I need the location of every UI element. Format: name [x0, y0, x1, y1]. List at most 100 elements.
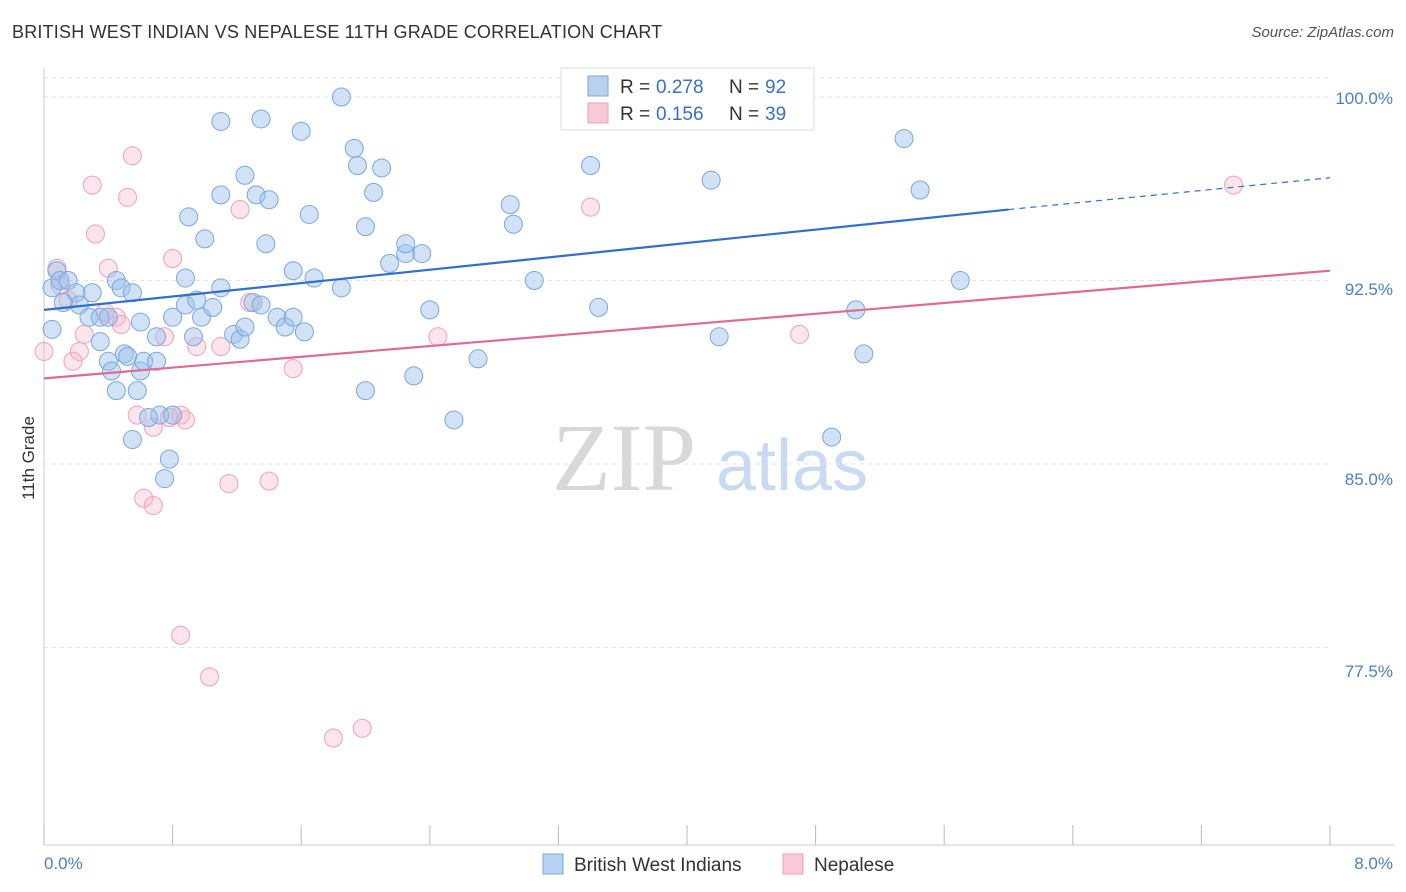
nepalese-point-35 [428, 327, 448, 347]
nepalese-point-18 [143, 417, 163, 437]
legend-n-label-blue: N = [729, 77, 759, 98]
bwi-point-83 [822, 427, 842, 447]
bwi-point-7 [79, 307, 99, 327]
bwi-point-53 [235, 165, 255, 185]
bwi-point-55 [259, 190, 279, 210]
nepalese-point-26 [200, 667, 220, 687]
bwi-point-87 [910, 180, 930, 200]
bwi-point-86 [894, 129, 914, 149]
bwi-point-2 [50, 271, 70, 290]
bwi-point-13 [130, 312, 150, 332]
bwi-point-29 [138, 408, 158, 428]
nepalese-point-21 [163, 248, 183, 268]
bwi-point-81 [701, 170, 721, 190]
nepalese-point-16 [134, 488, 154, 508]
bwi-point-69 [396, 234, 416, 254]
bwi-point-48 [304, 268, 324, 288]
x-tick-label-max: 8.0% [1354, 854, 1393, 873]
bwi-point-56 [256, 234, 276, 254]
chart-title: BRITISH WEST INDIAN VS NEPALESE 11TH GRA… [12, 22, 663, 42]
bwi-point-40 [235, 317, 255, 337]
bwi-point-73 [356, 381, 375, 401]
bwi-point-19 [118, 346, 138, 366]
legend-n-value-pink: 39 [765, 104, 786, 125]
bwi-point-45 [283, 307, 303, 327]
bwi-point-60 [291, 121, 311, 141]
bwi-point-22 [147, 351, 167, 371]
bwi-point-63 [347, 156, 367, 176]
bwi-point-74 [444, 410, 464, 430]
bottom-legend-label-blue: British West Indians [574, 855, 742, 876]
bwi-point-58 [211, 111, 231, 131]
bwi-point-82 [709, 327, 729, 347]
nepalese-point-5 [69, 341, 89, 361]
bwi-point-75 [468, 349, 488, 369]
bwi-point-78 [524, 271, 544, 290]
british-west-indians-points [42, 87, 970, 489]
bwi-point-23 [127, 381, 147, 401]
bwi-point-65 [372, 158, 392, 178]
bwi-point-34 [183, 327, 203, 347]
nepalese-point-37 [790, 324, 810, 344]
nepalese-point-29 [230, 200, 250, 220]
bwi-point-11 [111, 278, 131, 298]
legend-n-label-pink: N = [729, 104, 759, 125]
legend-swatch-blue [587, 75, 609, 97]
nepalese-point-27 [211, 337, 231, 357]
bwi-point-80 [589, 297, 609, 317]
bwi-point-62 [344, 138, 364, 158]
bwi-point-14 [147, 327, 167, 347]
bwi-point-47 [283, 261, 303, 281]
nepalese-point-13 [118, 187, 138, 207]
nepalese-point-15 [127, 405, 147, 425]
top-legend: R = 0.278 N = 92 R = 0.156 N = 39 [560, 67, 815, 131]
bottom-legend: British West Indians Nepalese [542, 853, 894, 876]
y-tick-label-100: 100.0% [1335, 89, 1393, 108]
nepalese-point-23 [175, 410, 195, 430]
bwi-point-41 [243, 293, 263, 313]
bwi-point-72 [404, 366, 424, 386]
x-tick-label-min: 0.0% [44, 854, 83, 873]
nepalese-point-38 [1224, 175, 1244, 195]
nepalese-point-36 [581, 197, 601, 217]
bottom-legend-swatch-pink [782, 853, 804, 875]
bwi-point-36 [203, 297, 223, 317]
legend-r-value-blue: 0.278 [656, 77, 704, 98]
bwi-point-28 [155, 469, 175, 489]
bwi-point-91 [106, 381, 126, 401]
bwi-point-76 [500, 195, 520, 215]
bwi-point-8 [90, 307, 110, 327]
nepalese-point-34 [352, 718, 372, 738]
nepalese-trend-line [43, 269, 1331, 380]
bwi-point-85 [854, 344, 874, 364]
bwi-point-68 [396, 244, 416, 264]
nepalese-point-8 [85, 224, 105, 244]
bwi-point-57 [299, 204, 319, 224]
y-axis-label: 11th Grade [19, 416, 38, 500]
bwi-point-77 [503, 214, 523, 234]
legend-swatch-pink [587, 102, 609, 124]
bwi-point-54 [246, 185, 266, 205]
bwi-point-24 [122, 430, 142, 450]
bwi-trend-extension [1008, 177, 1331, 211]
bwi-point-37 [211, 278, 231, 298]
bwi-point-61 [331, 87, 351, 107]
nepalese-point-0 [34, 341, 54, 361]
bwi-point-79 [581, 156, 601, 176]
nepalese-point-6 [74, 324, 94, 344]
source-label: Source: ZipAtlas.com [1251, 24, 1394, 41]
bwi-point-6 [82, 283, 102, 303]
bwi-point-38 [224, 324, 244, 344]
legend-r-label-blue: R = [620, 77, 650, 98]
bwi-point-64 [364, 182, 384, 202]
bwi-point-30 [163, 307, 183, 327]
watermark-atlas: atlas [716, 426, 868, 506]
bwi-point-88 [950, 271, 970, 290]
nepalese-point-14 [122, 146, 142, 166]
bwi-point-4 [66, 283, 86, 303]
bwi-point-71 [420, 300, 440, 320]
axes [43, 68, 1395, 846]
bottom-legend-swatch-blue [542, 853, 564, 875]
nepalese-point-28 [219, 474, 239, 494]
